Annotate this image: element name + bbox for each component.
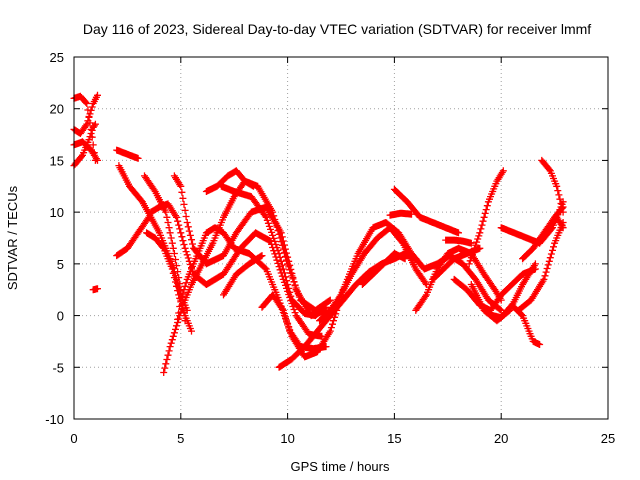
series-arc-16 bbox=[217, 182, 330, 320]
series-arc-27 bbox=[442, 236, 475, 247]
y-tick-label: 5 bbox=[57, 257, 64, 272]
ticks: 0 5 10 15 20 25 -10 -5 0 5 10 15 20 25 bbox=[45, 50, 615, 446]
point-markers bbox=[113, 213, 153, 260]
y-axis-label: SDTVAR / TECUs bbox=[5, 185, 20, 290]
point-markers bbox=[442, 236, 475, 247]
series-arc-5 bbox=[89, 285, 101, 294]
point-markers bbox=[390, 185, 462, 237]
series-arc-15 bbox=[202, 167, 257, 195]
point-markers bbox=[258, 291, 341, 361]
point-markers bbox=[465, 167, 507, 268]
series-arc-36 bbox=[531, 213, 567, 247]
point-markers bbox=[147, 200, 326, 340]
x-tick-label: 15 bbox=[387, 431, 401, 446]
y-tick-label: 0 bbox=[57, 309, 64, 324]
point-markers bbox=[113, 146, 142, 162]
series-arc-29 bbox=[465, 167, 507, 268]
y-tick-label: 15 bbox=[50, 153, 64, 168]
series-arc-24 bbox=[390, 185, 462, 237]
y-tick-label: 20 bbox=[50, 102, 64, 117]
point-markers bbox=[538, 156, 567, 216]
point-markers bbox=[514, 219, 567, 314]
series-arc-33 bbox=[514, 219, 567, 314]
data-points bbox=[70, 91, 567, 376]
series-arc-35 bbox=[538, 156, 567, 216]
x-axis-label: GPS time / hours bbox=[291, 459, 390, 474]
point-markers bbox=[89, 285, 101, 294]
point-markers bbox=[202, 167, 257, 195]
y-tick-label: 10 bbox=[50, 205, 64, 220]
series-arc-23 bbox=[386, 209, 415, 219]
plot-frame bbox=[73, 56, 609, 420]
series-arc-26 bbox=[429, 244, 484, 283]
chart-title: Day 116 of 2023, Sidereal Day-to-day VTE… bbox=[83, 21, 591, 37]
series-arc-8 bbox=[113, 213, 153, 260]
point-markers bbox=[531, 213, 567, 247]
y-tick-label: 25 bbox=[50, 50, 64, 65]
series-arc-31 bbox=[480, 301, 544, 348]
series-arc-6 bbox=[113, 146, 142, 162]
grid bbox=[74, 57, 608, 419]
point-markers bbox=[358, 250, 409, 288]
point-markers bbox=[220, 252, 266, 299]
x-tick-label: 0 bbox=[70, 431, 77, 446]
series-arc-18 bbox=[258, 291, 341, 361]
x-tick-label: 5 bbox=[177, 431, 184, 446]
x-tick-label: 25 bbox=[601, 431, 615, 446]
series-arc-17 bbox=[220, 252, 266, 299]
y-tick-label: -5 bbox=[52, 360, 64, 375]
point-markers bbox=[217, 182, 330, 320]
y-tick-label: -10 bbox=[45, 412, 64, 427]
series-arc-22 bbox=[358, 250, 409, 288]
point-markers bbox=[386, 209, 415, 219]
series-arc-11 bbox=[147, 200, 326, 340]
point-markers bbox=[480, 301, 544, 348]
x-tick-label: 20 bbox=[494, 431, 508, 446]
point-markers bbox=[429, 244, 484, 283]
x-tick-label: 10 bbox=[280, 431, 294, 446]
